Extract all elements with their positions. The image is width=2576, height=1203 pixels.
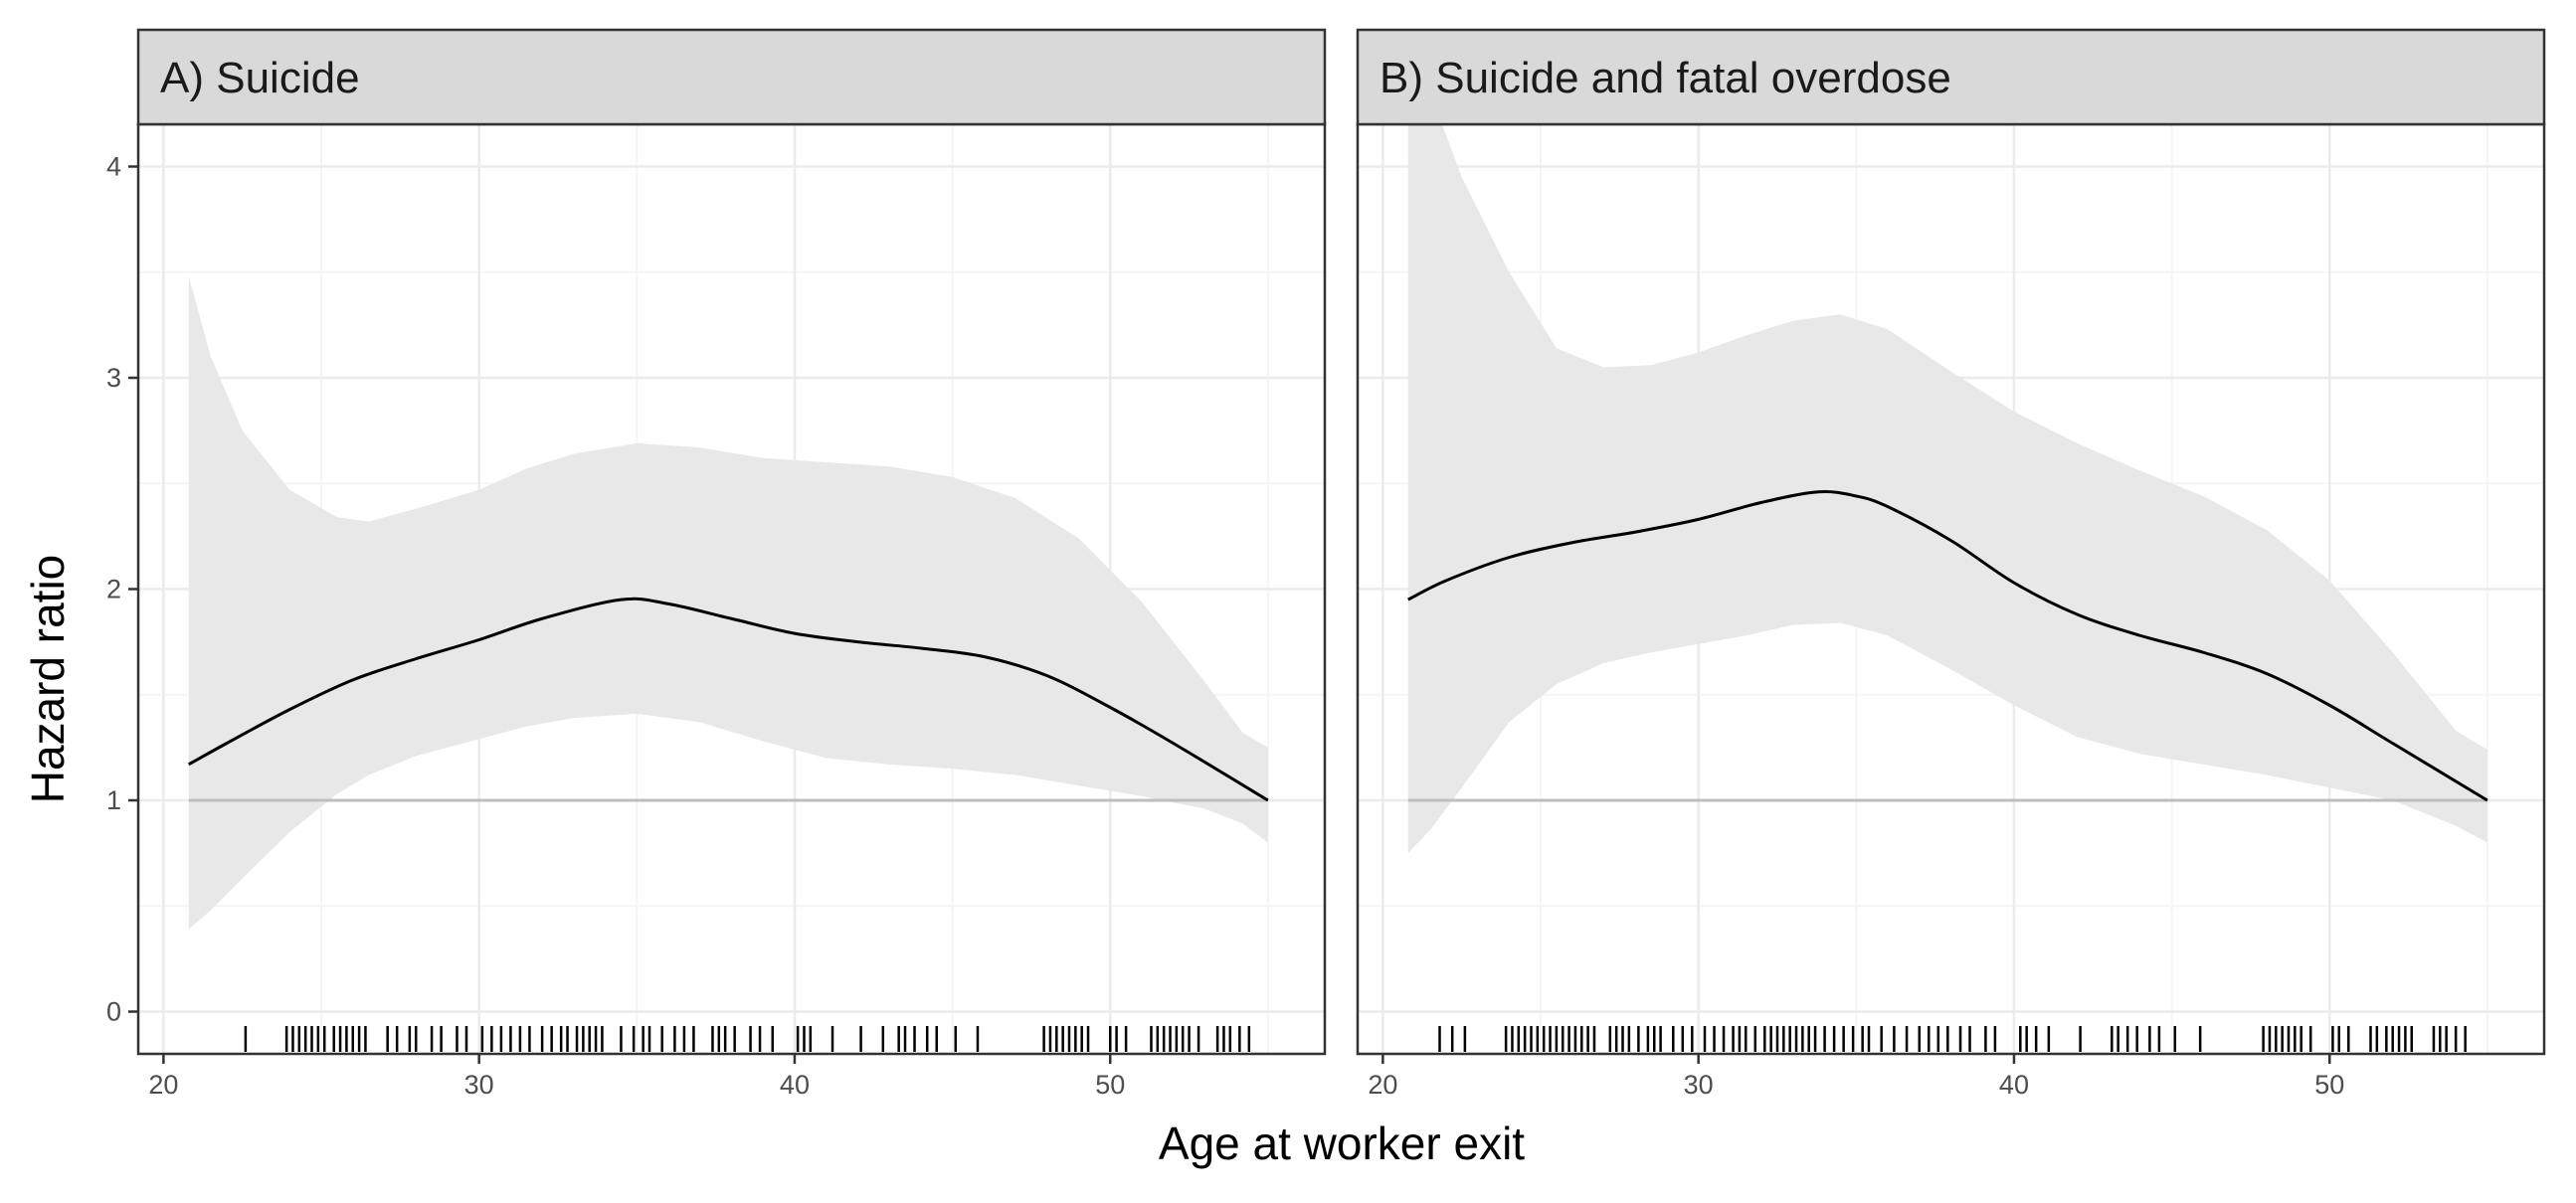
y-tick-label: 1 [106, 785, 121, 815]
x-tick-label: 20 [148, 1070, 178, 1100]
x-tick-label: 30 [464, 1070, 494, 1100]
y-tick-label: 3 [106, 363, 121, 393]
y-axis-title: Hazard ratio [22, 555, 74, 804]
facet-title: A) Suicide [160, 54, 360, 102]
panel-2: B) Suicide and fatal overdose 20 30 40 50 [1356, 28, 2546, 1100]
x-axis-title: Age at worker exit [1159, 1117, 1525, 1169]
x-tick-label: 20 [1368, 1070, 1397, 1100]
x-tick-label: 30 [1684, 1070, 1714, 1100]
facet-panels: A) Suicide 20 30 40 50 0 1 2 3 4 B) Suicide and fa… [106, 28, 2546, 1100]
x-tick-label: 50 [2314, 1070, 2344, 1100]
y-tick-label: 2 [106, 575, 121, 604]
hazard-curve [1407, 490, 2488, 802]
confidence-band [188, 276, 1268, 930]
facet-strip [1356, 28, 2546, 126]
facet-title: B) Suicide and fatal overdose [1380, 54, 1951, 102]
x-tick-label: 40 [780, 1070, 810, 1100]
x-tick-label: 50 [1095, 1070, 1125, 1100]
confidence-band [1407, 124, 2487, 854]
x-tick-label: 40 [1999, 1070, 2029, 1100]
hazard-curve [188, 597, 1269, 802]
y-tick-label: 0 [106, 997, 121, 1027]
panel-1: A) Suicide 20 30 40 50 0 1 2 3 4 [106, 28, 1327, 1100]
y-tick-label: 4 [106, 152, 121, 182]
facet-strip [136, 28, 1327, 126]
